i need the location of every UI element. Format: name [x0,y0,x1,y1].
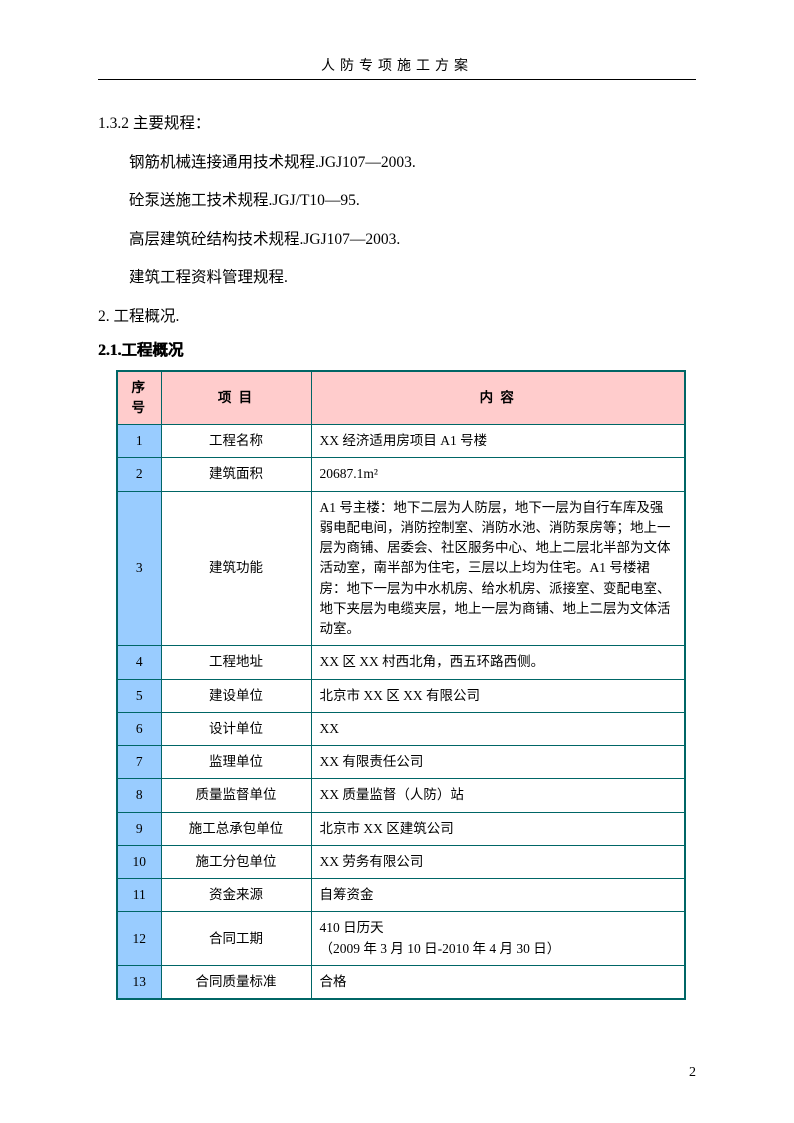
table-row: 10施工分包单位XX 劳务有限公司 [117,845,685,878]
para-spec-1: 钢筋机械连接通用技术规程.JGJ107—2003. [98,147,696,180]
cell-seq: 9 [117,812,161,845]
cell-content: 410 日历天 （2009 年 3 月 10 日-2010 年 4 月 30 日… [311,912,685,966]
cell-item: 合同工期 [161,912,311,966]
heading-132: 1.3.2 主要规程： [98,108,696,141]
overview-table: 序号 项 目 内 容 1工程名称XX 经济适用房项目 A1 号楼2建筑面积206… [116,370,686,1001]
cell-content: 合格 [311,965,685,999]
page-number: 2 [689,1065,696,1081]
cell-content: 自筹资金 [311,879,685,912]
cell-item: 施工总承包单位 [161,812,311,845]
cell-item: 资金来源 [161,879,311,912]
section-2-1: 2.1.工程概况 [98,338,696,360]
table-row: 11资金来源自筹资金 [117,879,685,912]
cell-content: XX 区 XX 村西北角，西五环路西侧。 [311,646,685,679]
table-row: 1工程名称XX 经济适用房项目 A1 号楼 [117,425,685,458]
cell-seq: 7 [117,746,161,779]
cell-seq: 5 [117,679,161,712]
cell-item: 监理单位 [161,746,311,779]
cell-content: 20687.1m² [311,458,685,491]
cell-seq: 3 [117,491,161,646]
cell-seq: 8 [117,779,161,812]
cell-seq: 12 [117,912,161,966]
table-body: 1工程名称XX 经济适用房项目 A1 号楼2建筑面积20687.1m²3建筑功能… [117,425,685,1000]
cell-content: XX 经济适用房项目 A1 号楼 [311,425,685,458]
table-row: 7监理单位XX 有限责任公司 [117,746,685,779]
cell-item: 施工分包单位 [161,845,311,878]
page-header-title: 人防专项施工方案 [98,55,696,75]
table-row: 4工程地址XX 区 XX 村西北角，西五环路西侧。 [117,646,685,679]
cell-item: 工程名称 [161,425,311,458]
cell-content: XX 质量监督（人防）站 [311,779,685,812]
cell-seq: 6 [117,712,161,745]
header-rule [98,79,696,80]
cell-item: 建筑功能 [161,491,311,646]
table-row: 12合同工期410 日历天 （2009 年 3 月 10 日-2010 年 4 … [117,912,685,966]
th-item: 项 目 [161,371,311,425]
table-header-row: 序号 项 目 内 容 [117,371,685,425]
cell-content: XX [311,712,685,745]
table-row: 6设计单位XX [117,712,685,745]
section-2: 2. 工程概况. [98,301,696,332]
cell-seq: 10 [117,845,161,878]
cell-seq: 1 [117,425,161,458]
cell-item: 质量监督单位 [161,779,311,812]
table-row: 5建设单位北京市 XX 区 XX 有限公司 [117,679,685,712]
cell-item: 建设单位 [161,679,311,712]
cell-seq: 2 [117,458,161,491]
para-spec-4: 建筑工程资料管理规程. [98,262,696,295]
para-spec-3: 高层建筑砼结构技术规程.JGJ107—2003. [98,224,696,257]
table-row: 13合同质量标准合格 [117,965,685,999]
cell-item: 工程地址 [161,646,311,679]
para-spec-2: 砼泵送施工技术规程.JGJ/T10—95. [98,185,696,218]
cell-seq: 13 [117,965,161,999]
cell-content: XX 有限责任公司 [311,746,685,779]
table-row: 9施工总承包单位北京市 XX 区建筑公司 [117,812,685,845]
th-content: 内 容 [311,371,685,425]
cell-content: XX 劳务有限公司 [311,845,685,878]
cell-content: 北京市 XX 区建筑公司 [311,812,685,845]
cell-item: 设计单位 [161,712,311,745]
cell-content: 北京市 XX 区 XX 有限公司 [311,679,685,712]
cell-item: 建筑面积 [161,458,311,491]
cell-seq: 4 [117,646,161,679]
table-row: 8质量监督单位XX 质量监督（人防）站 [117,779,685,812]
cell-seq: 11 [117,879,161,912]
table-row: 3建筑功能A1 号主楼：地下二层为人防层，地下一层为自行车库及强弱电配电间，消防… [117,491,685,646]
cell-content: A1 号主楼：地下二层为人防层，地下一层为自行车库及强弱电配电间，消防控制室、消… [311,491,685,646]
th-seq: 序号 [117,371,161,425]
cell-item: 合同质量标准 [161,965,311,999]
table-row: 2建筑面积20687.1m² [117,458,685,491]
